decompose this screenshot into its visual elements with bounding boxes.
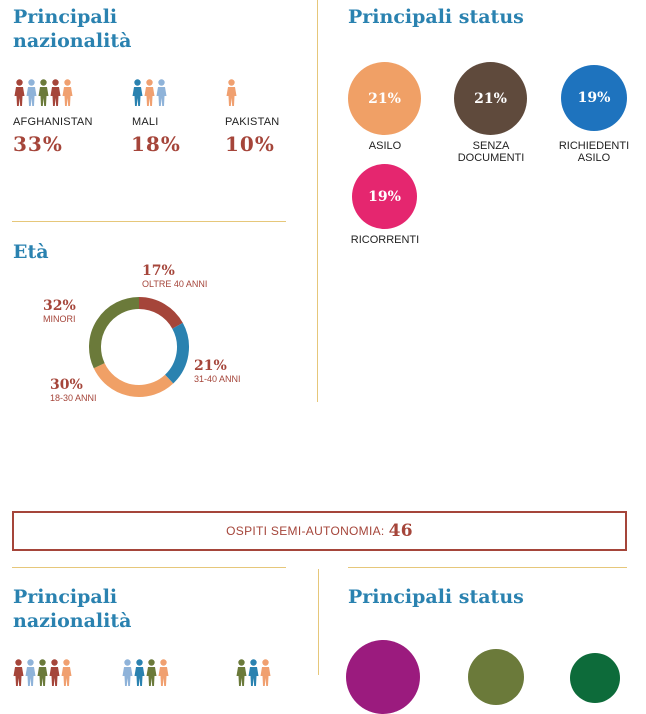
bottom-people-icons-1 (13, 659, 72, 687)
person-icon (134, 659, 145, 686)
bottom-status-circle-3 (570, 653, 620, 703)
status-circle-asilo: 21% (348, 62, 421, 135)
status-label-ricorrenti-line1: RICORRENTI (350, 234, 420, 246)
bottom-people-icons-3 (236, 659, 271, 687)
bottom-left-rule (12, 567, 286, 568)
bottom-column-divider (318, 569, 319, 675)
bottom-nationalities-title: Principali nazionalità (13, 585, 131, 633)
person-icon (158, 659, 169, 686)
age-donut-chart (89, 297, 189, 397)
age-text-31-40: 31-40 ANNI (194, 374, 241, 384)
person-icon (50, 79, 61, 106)
person-icon (26, 79, 37, 106)
age-text-over-40: OLTRE 40 ANNI (142, 279, 208, 289)
person-icon (156, 79, 167, 106)
country-pct-pakistan: 10% (225, 132, 275, 156)
person-icon (226, 79, 237, 106)
person-icon (37, 659, 48, 686)
status-label-richiedenti-asilo-line1: RICHIEDENTI (558, 140, 630, 152)
country-pct-mali: 18% (131, 132, 181, 156)
age-label-18-30: 30% 18-30 ANNI (50, 377, 97, 404)
bottom-nationalities-title-line1: Principali (13, 586, 118, 608)
country-pct-afghanistan: 33% (13, 132, 63, 156)
age-pct-minori: 32% (43, 298, 76, 314)
semi-autonomy-banner: OSPITI SEMI-AUTONOMIA: 46 (12, 511, 627, 551)
people-icons-afghanistan (14, 79, 73, 107)
status-label-asilo-line1: ASILO (368, 140, 402, 152)
status-label-senza-documenti: SENZA DOCUMENTI (450, 140, 532, 164)
country-label-mali: MALI (132, 116, 159, 128)
status-circle-ricorrenti: 19% (352, 164, 417, 229)
person-icon (146, 659, 157, 686)
status-pct-senza-documenti: 21% (474, 90, 507, 107)
bottom-status-circle-2 (468, 649, 524, 705)
banner-label: OSPITI SEMI-AUTONOMIA: (226, 524, 385, 538)
nationalities-title-line2: nazionalità (13, 30, 132, 52)
bottom-right-rule (348, 567, 627, 568)
nationalities-title-line1: Principali (13, 6, 118, 28)
person-icon (132, 79, 143, 106)
person-icon (38, 79, 49, 106)
people-icons-mali (132, 79, 167, 107)
person-icon (61, 659, 72, 686)
section-divider (12, 221, 286, 222)
person-icon (248, 659, 259, 686)
person-icon (144, 79, 155, 106)
age-label-minori: 32% MINORI (43, 298, 76, 325)
person-icon (13, 659, 24, 686)
age-pct-31-40: 21% (194, 358, 227, 374)
banner-value: 46 (388, 521, 413, 541)
person-icon (25, 659, 36, 686)
age-pct-18-30: 30% (50, 377, 83, 393)
status-label-ricorrenti: RICORRENTI (344, 234, 426, 246)
age-text-18-30: 18-30 ANNI (50, 393, 97, 403)
country-label-afghanistan: AFGHANISTAN (13, 116, 93, 128)
status-pct-richiedenti-asilo: 19% (577, 90, 611, 106)
donut-segment-18-30 (93, 362, 174, 397)
donut-segment-31-40 (164, 322, 189, 384)
person-icon (62, 79, 73, 106)
people-icons-pakistan (226, 79, 237, 107)
donut-segment-minori (89, 297, 140, 369)
age-text-minori: MINORI (43, 314, 76, 324)
status-label-asilo: ASILO (345, 140, 425, 152)
status-label-senza-documenti-line1: SENZA (472, 140, 510, 152)
status-title: Principali status (348, 6, 524, 28)
person-icon (49, 659, 60, 686)
status-circle-richiedenti-asilo: 19% (561, 65, 627, 131)
person-icon (260, 659, 271, 686)
person-icon (236, 659, 247, 686)
column-divider (317, 0, 318, 402)
status-label-richiedenti-asilo: RICHIEDENTI ASILO (553, 140, 635, 164)
age-title: Età (13, 241, 49, 263)
age-label-over-40: 17% OLTRE 40 ANNI (142, 263, 208, 290)
status-label-richiedenti-asilo-line2: ASILO (577, 152, 611, 164)
bottom-nationalities-title-line2: nazionalità (13, 610, 132, 632)
country-label-pakistan: PAKISTAN (225, 116, 280, 128)
bottom-status-circle-1 (346, 640, 420, 714)
nationalities-section: Principali nazionalità (13, 5, 131, 53)
donut-segment-over-40 (138, 297, 183, 329)
status-pct-asilo: 21% (368, 90, 401, 107)
status-label-senza-documenti-line2: DOCUMENTI (457, 152, 525, 164)
bottom-status-title: Principali status (348, 586, 524, 608)
status-pct-ricorrenti: 19% (368, 188, 401, 205)
person-icon (14, 79, 25, 106)
person-icon (122, 659, 133, 686)
age-pct-over-40: 17% (142, 263, 175, 279)
age-label-31-40: 21% 31-40 ANNI (194, 358, 241, 385)
bottom-people-icons-2 (122, 659, 169, 687)
nationalities-title: Principali nazionalità (13, 5, 131, 53)
status-circle-senza-documenti: 21% (454, 62, 527, 135)
